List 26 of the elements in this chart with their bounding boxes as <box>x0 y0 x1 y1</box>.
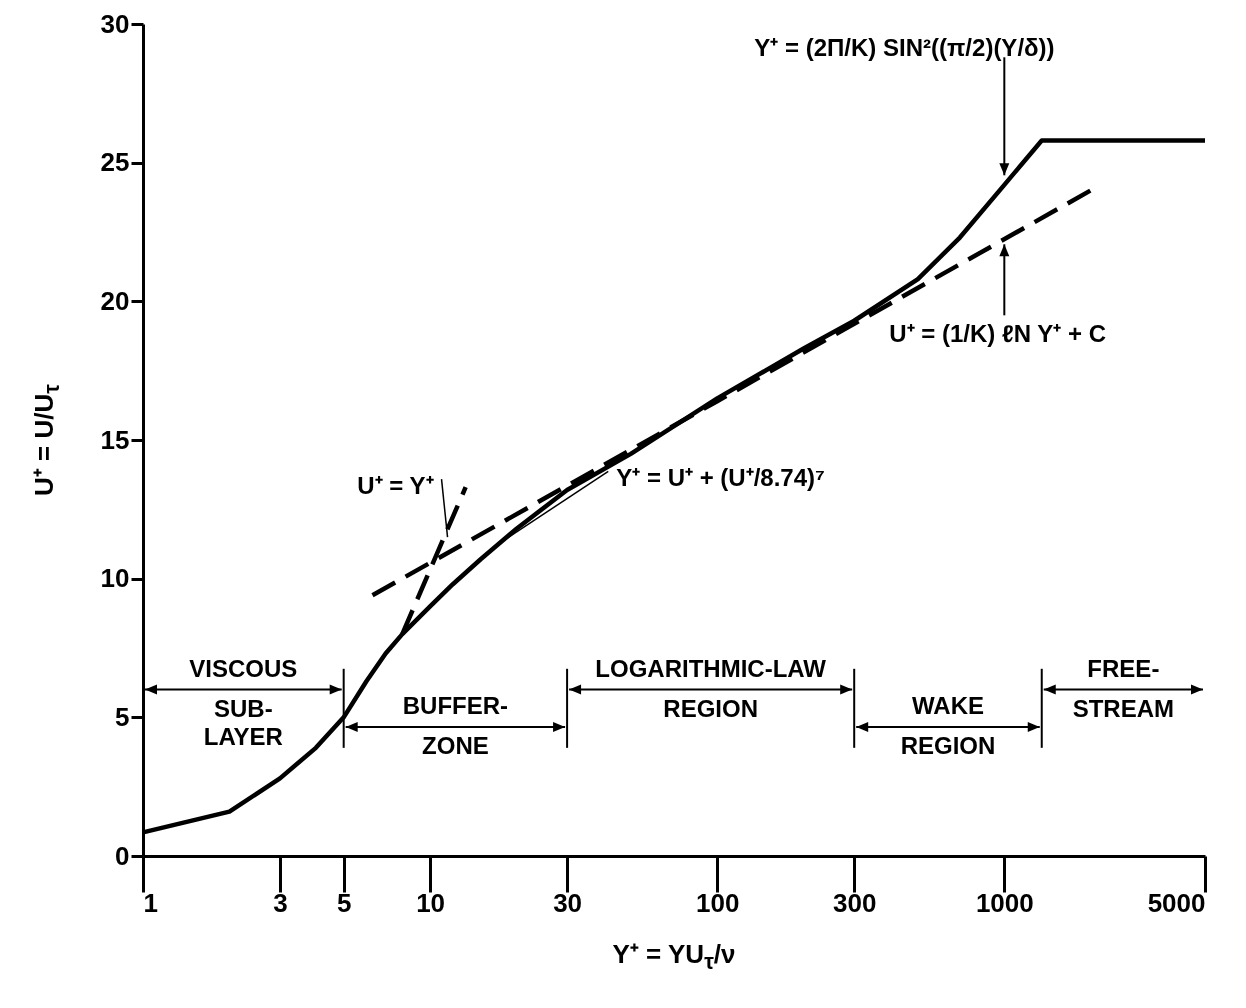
x-tick-label: 30 <box>553 887 583 918</box>
x-tick-label: 5000 <box>1147 887 1206 918</box>
y-tick-label: 0 <box>115 840 130 871</box>
x-tick-label: 100 <box>696 887 740 918</box>
annotation: BUFFER- ZONE <box>402 692 509 760</box>
annotation: U⁺ = (1/K) ℓN Y⁺ + C <box>889 320 1106 348</box>
y-tick-label: 25 <box>100 147 130 178</box>
y-tick-label: 30 <box>100 8 130 39</box>
y-tick-label: 5 <box>115 701 130 732</box>
annotation: U⁺ = Y⁺ <box>357 472 434 500</box>
x-tick-label: 10 <box>416 887 446 918</box>
x-tick-label: 1 <box>143 887 158 918</box>
y-tick-label: 20 <box>100 285 130 316</box>
y-tick-label: 15 <box>100 424 130 455</box>
annotation: WAKE REGION <box>900 692 996 760</box>
x-tick-label: 300 <box>833 887 877 918</box>
y-tick-label: 10 <box>100 563 130 594</box>
annotation: LOGARITHMIC-LAW REGION <box>595 654 827 722</box>
annotation: Y⁺ = U⁺ + (U⁺/8.74)⁷ <box>616 464 825 492</box>
x-tick-label: 3 <box>273 887 288 918</box>
annotation: Y⁺ = (2Π/K) SIN²((π/2)(Y/δ)) <box>754 34 1055 62</box>
x-axis-title: Y⁺ = YU$_{τ}$/ν <box>612 937 736 976</box>
x-tick-label: 5 <box>336 887 352 918</box>
annotation: VISCOUS SUB- LAYER <box>189 654 298 750</box>
annotation: FREE- STREAM <box>1072 654 1175 722</box>
x-tick-label: 1000 <box>975 887 1034 918</box>
